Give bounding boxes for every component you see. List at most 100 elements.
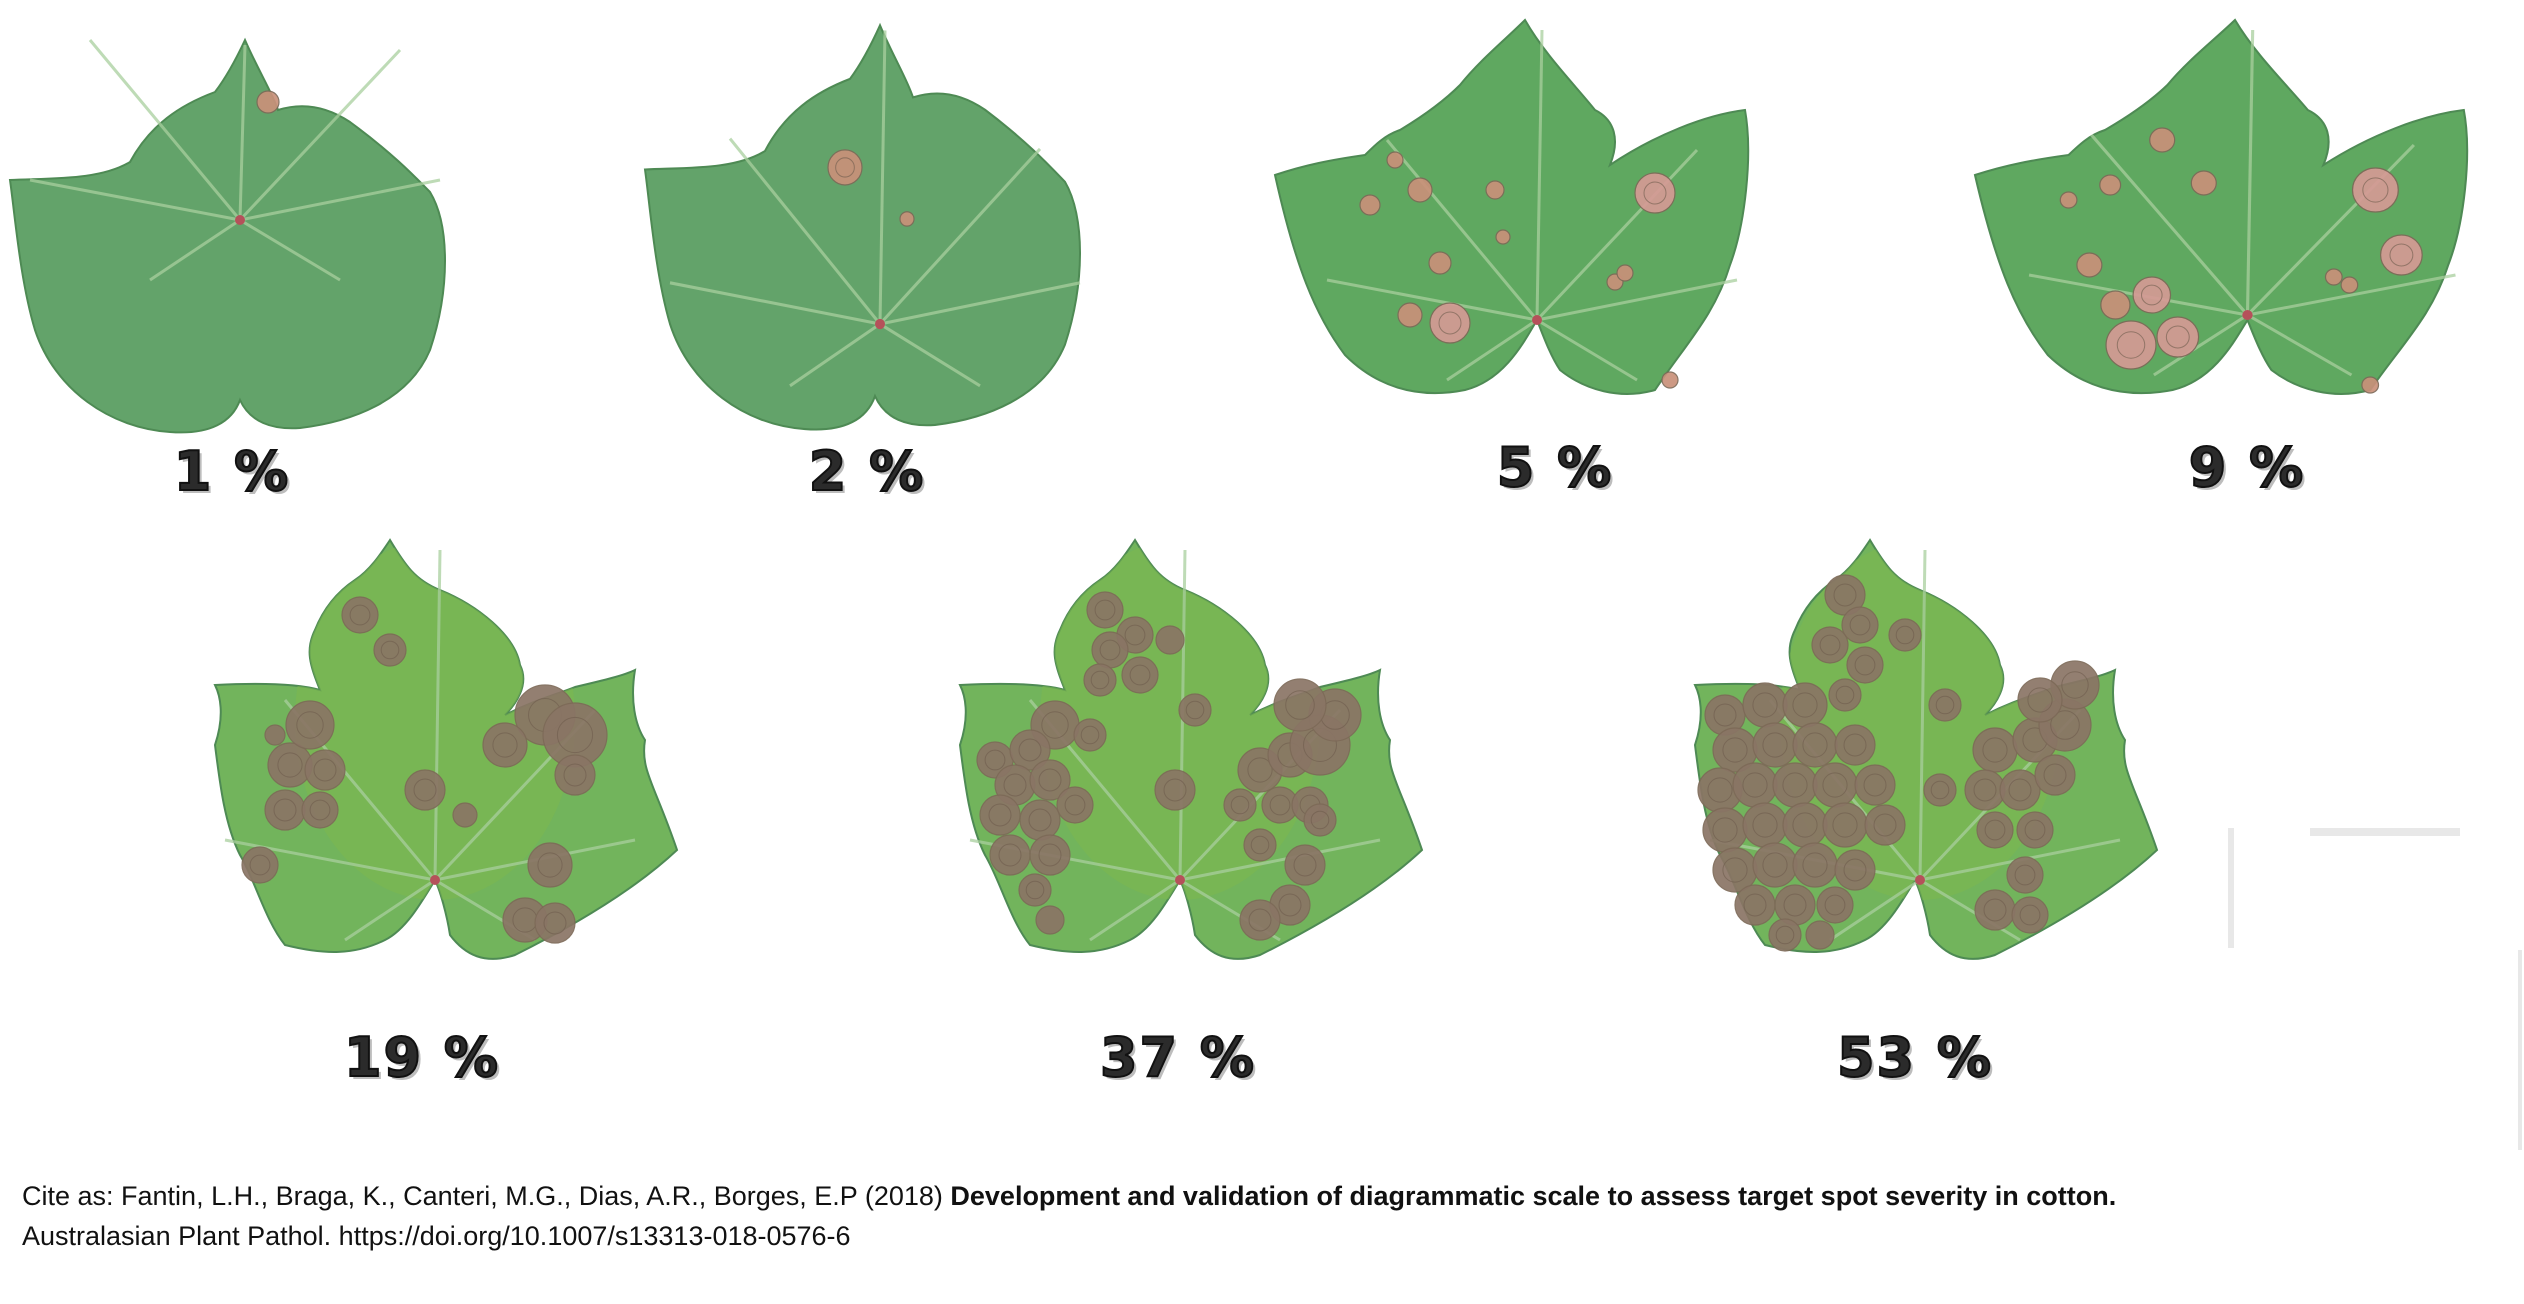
lesion-ring [1849, 614, 1871, 636]
lesion-ring [988, 803, 1012, 827]
leaf-vein [1536, 278, 1738, 322]
lesion [1155, 625, 1185, 655]
lesion-ring [1438, 311, 1462, 335]
lesion-ring [1707, 777, 1733, 803]
lesion-ring [1833, 583, 1857, 607]
lesion-ring [1080, 725, 1100, 745]
petiole-base [875, 318, 885, 330]
lesion [1834, 849, 1876, 891]
lesion-ring [998, 843, 1022, 867]
lesion-ring [1819, 634, 1841, 656]
lesion [2324, 268, 2343, 286]
leaf-vein [88, 39, 242, 221]
petiole-base [1915, 875, 1925, 885]
petiole-base [1175, 875, 1185, 885]
lesion-ring [1269, 794, 1291, 816]
lesion-ring [1895, 625, 1915, 645]
lesion-ring [2050, 710, 2080, 740]
leaf-vein [1829, 878, 1921, 942]
lesion [1634, 172, 1676, 214]
lesion-ring [1310, 810, 1330, 830]
leaf-vein [1446, 318, 1538, 382]
leaf-vein [433, 549, 442, 881]
lesion [1768, 918, 1802, 952]
severity-label-2: 2 % [808, 439, 926, 504]
lesion [2149, 127, 2176, 153]
lesion-ring [380, 640, 400, 660]
lesion-ring [492, 732, 518, 758]
lesion [1792, 842, 1838, 888]
lesion-ring [1983, 898, 2007, 922]
lesion [2340, 276, 2359, 294]
leaf-vein [879, 322, 981, 388]
lesion-ring [309, 799, 331, 821]
lesion [304, 749, 346, 791]
lesion [1811, 626, 1849, 664]
citation-line-2: Australasian Plant Pathol. https://doi.o… [22, 1221, 851, 1251]
lesion [341, 596, 379, 634]
lesion [1397, 302, 1423, 328]
leaf-vein [344, 878, 436, 942]
lesion [1805, 920, 1835, 950]
lesion [1359, 194, 1381, 216]
lesion-ring [1185, 700, 1205, 720]
lesion [1752, 842, 1798, 888]
lesion-ring [1094, 599, 1116, 621]
lesion [2351, 167, 2399, 213]
lesion [2190, 170, 2217, 196]
lesion [2100, 290, 2131, 320]
leaf-vein [1179, 838, 1381, 882]
lesion-ring [1278, 893, 1302, 917]
lesion-ring [1722, 857, 1748, 883]
lesion [1056, 786, 1094, 824]
lesion-ring [2140, 284, 2163, 306]
leaf-vein [239, 218, 341, 282]
lesion-ring [543, 911, 567, 935]
lesion-ring [1064, 794, 1086, 816]
lesion [1284, 844, 1326, 886]
lesion-ring [1935, 695, 1955, 715]
lesion [404, 769, 446, 811]
lesion-ring [1843, 733, 1867, 757]
lesion-ring [1003, 773, 1027, 797]
lesion-ring [1982, 737, 2008, 763]
lesion [1495, 229, 1511, 245]
severity-label-53: 53 % [1836, 1025, 1994, 1090]
lesion-ring [1973, 778, 1997, 802]
lesion [1974, 889, 2016, 931]
leaf-vein [1089, 878, 1181, 942]
lesion-ring [1028, 808, 1052, 832]
lesion-ring [1863, 773, 1887, 797]
leaf-5-percent [1273, 18, 1750, 395]
lesion-ring [349, 604, 371, 626]
lesion [1121, 656, 1159, 694]
lesion-ring [1762, 852, 1788, 878]
lesion [2361, 376, 2380, 394]
lesion-ring [1038, 843, 1062, 867]
lesion-ring [273, 798, 297, 822]
lesion-ring [1792, 812, 1818, 838]
leaf-vein [239, 178, 441, 222]
lesion-ring [2014, 864, 2036, 886]
lesion [1782, 682, 1828, 728]
leaf-37-percent [958, 538, 1424, 960]
lesion [1086, 591, 1124, 629]
lesion [1772, 762, 1818, 808]
leaf-vein [1536, 318, 1638, 382]
lesion-ring [1802, 852, 1828, 878]
leaf-19-percent [213, 538, 679, 960]
lesion-ring [537, 852, 563, 878]
lesion [1816, 886, 1854, 924]
petiole-base [235, 215, 245, 225]
lesion [1223, 788, 1257, 822]
lesion [264, 724, 286, 746]
lesion [1303, 803, 1337, 837]
lesion [264, 789, 306, 831]
lesion-ring [1722, 737, 1748, 763]
lesion-ring [1783, 893, 1807, 917]
lesion [1616, 264, 1634, 282]
lesion-ring [556, 716, 594, 754]
lesion [1035, 905, 1065, 935]
lesion-ring [2019, 904, 2041, 926]
lesion [2076, 252, 2103, 278]
